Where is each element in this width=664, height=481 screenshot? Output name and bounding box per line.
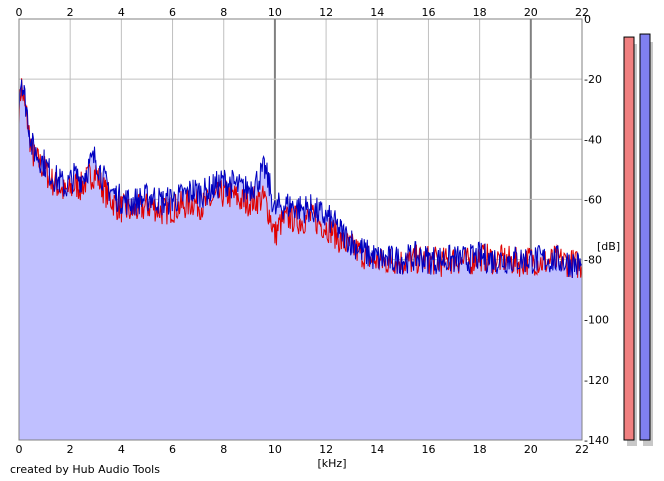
x-tick-label-bottom: 2 xyxy=(67,443,74,456)
y-tick-label: -80 xyxy=(584,254,602,267)
meter-right-bar xyxy=(639,33,651,441)
x-tick-label-bottom: 20 xyxy=(524,443,538,456)
x-tick-label-bottom: 4 xyxy=(118,443,125,456)
x-tick-labels-top: 0 2 4 6 8 10 12 14 16 18 20 22 xyxy=(16,6,590,19)
y-tick-label: -60 xyxy=(584,193,602,206)
x-tick-label-top: 22 xyxy=(575,6,589,19)
x-tick-label-top: 6 xyxy=(169,6,176,19)
level-meters xyxy=(623,33,653,446)
x-tick-labels-bottom: 0 2 4 6 8 10 12 14 16 18 20 22 xyxy=(16,443,590,456)
x-tick-label-bottom: 6 xyxy=(169,443,176,456)
x-tick-label-bottom: 14 xyxy=(370,443,384,456)
x-tick-label-top: 18 xyxy=(473,6,487,19)
x-tick-label-top: 12 xyxy=(319,6,333,19)
x-tick-label-bottom: 22 xyxy=(575,443,589,456)
y-tick-label: -140 xyxy=(584,434,609,447)
x-tick-label-top: 10 xyxy=(268,6,282,19)
x-tick-label-bottom: 10 xyxy=(268,443,282,456)
x-tick-label-bottom: 18 xyxy=(473,443,487,456)
x-tick-label-bottom: 8 xyxy=(220,443,227,456)
y-tick-label: -40 xyxy=(584,133,602,146)
y-tick-label: 0 xyxy=(584,13,591,26)
x-tick-label-top: 0 xyxy=(16,6,23,19)
x-tick-label-top: 4 xyxy=(118,6,125,19)
y-tick-label: -120 xyxy=(584,374,609,387)
x-tick-label-top: 16 xyxy=(421,6,435,19)
series-lines xyxy=(18,78,583,279)
x-tick-label-bottom: 0 xyxy=(16,443,23,456)
credit-text: created by Hub Audio Tools xyxy=(10,463,160,476)
x-tick-label-top: 14 xyxy=(370,6,384,19)
x-tick-label-top: 20 xyxy=(524,6,538,19)
series-line-blue xyxy=(18,79,583,279)
x-tick-label-bottom: 16 xyxy=(421,443,435,456)
x-tick-label-top: 8 xyxy=(220,6,227,19)
spectrum-fill xyxy=(19,79,582,440)
y-axis-label: [dB] xyxy=(597,240,620,253)
y-tick-labels: 0 -20 -40 -60 -80 -100 -120 -140 xyxy=(584,13,609,447)
y-tick-label: -100 xyxy=(584,314,609,327)
plot-border xyxy=(18,18,583,441)
x-tick-label-bottom: 12 xyxy=(319,443,333,456)
x-axis-label: [kHz] xyxy=(318,457,347,470)
x-tick-label-top: 2 xyxy=(67,6,74,19)
y-tick-label: -20 xyxy=(584,73,602,86)
meter-left-bar xyxy=(623,36,635,441)
